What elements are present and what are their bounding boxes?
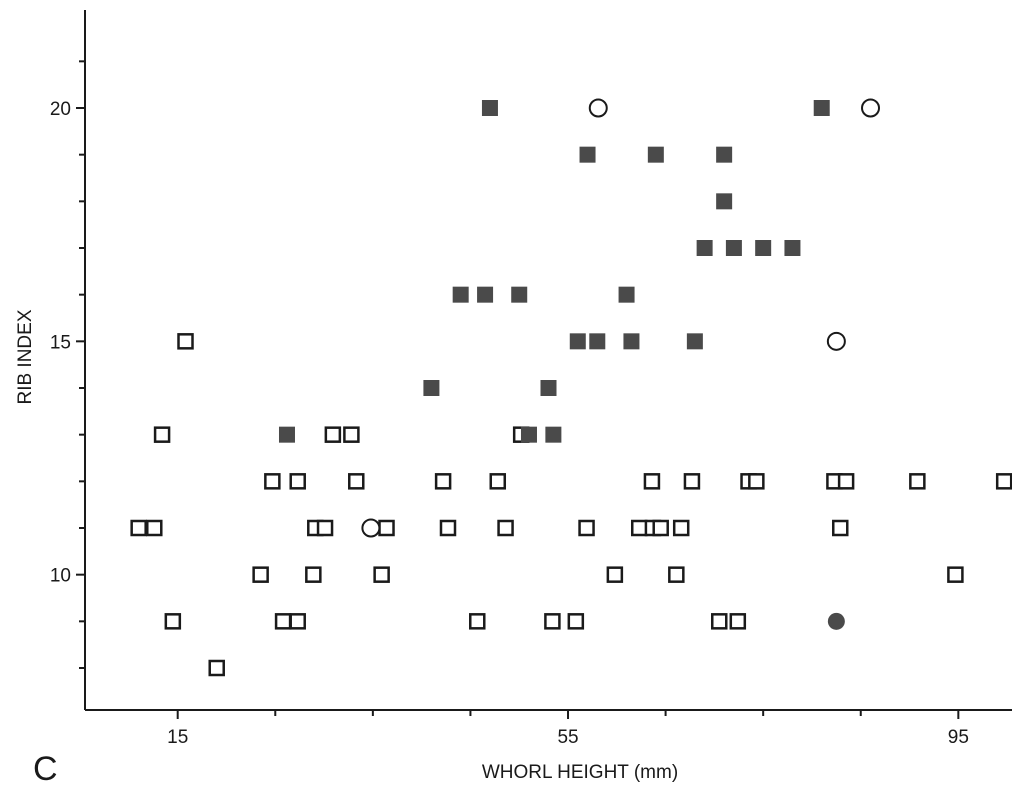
x-tick-label: 55 <box>557 727 578 748</box>
data-point-filled-square <box>278 426 295 443</box>
data-point-open-square <box>837 473 855 490</box>
data-point-open-square <box>578 519 595 537</box>
data-point-filled-square <box>618 286 635 303</box>
data-point-filled-square <box>511 286 528 303</box>
data-point-open-square <box>264 473 281 490</box>
data-point-open-square <box>947 566 964 583</box>
data-point-open-square <box>995 473 1012 490</box>
data-point-filled-square <box>520 426 537 443</box>
y-tick-label: 15 <box>50 332 71 353</box>
x-tick-label: 95 <box>948 727 969 748</box>
data-point-open-square <box>164 613 182 630</box>
data-point-filled-square <box>813 100 830 116</box>
data-point-open-square <box>343 426 360 443</box>
x-tick-label: 15 <box>167 727 188 748</box>
y-tick-label: 20 <box>50 99 71 120</box>
x-axis-title: WHORL HEIGHT (mm) <box>482 762 678 783</box>
data-point-filled-square <box>477 286 494 303</box>
data-point-open-square <box>643 473 661 490</box>
data-point-open-square <box>289 613 306 630</box>
data-point-open-square <box>729 613 747 630</box>
data-point-open-square <box>274 613 292 630</box>
data-point-open-square <box>373 566 390 583</box>
data-point-open-square <box>146 519 163 537</box>
data-point-open-square <box>630 519 648 537</box>
data-point-open-square <box>683 473 701 490</box>
data-point-filled-square <box>423 380 440 396</box>
data-point-open-square <box>748 473 765 490</box>
data-point-open-square <box>489 473 507 490</box>
data-point-open-square <box>324 426 342 443</box>
data-point-filled-square <box>452 286 469 303</box>
data-point-open-square <box>316 519 334 537</box>
data-point-filled-square <box>686 333 703 350</box>
data-point-filled-square <box>647 146 664 163</box>
data-point-open-square <box>348 473 365 490</box>
data-point-filled-square <box>725 240 742 256</box>
panel-label: C <box>33 750 58 787</box>
data-point-filled-square <box>545 426 562 443</box>
tick-labels: 10 15 20 15 55 95 <box>50 99 969 748</box>
data-point-filled-circle <box>827 612 845 630</box>
data-point-open-square <box>439 519 457 537</box>
y-axis-title: RIB INDEX <box>15 309 36 404</box>
axes <box>76 10 1012 719</box>
data-point-open-square <box>832 519 849 537</box>
data-point-open-square <box>672 519 690 537</box>
data-point-open-square <box>177 333 194 350</box>
data-point-filled-square <box>579 146 596 163</box>
data-point-filled-square <box>540 380 557 396</box>
data-point-open-square <box>567 613 585 630</box>
data-point-open-square <box>252 566 269 583</box>
data-point-open-square <box>153 426 171 443</box>
data-point-open-square <box>434 473 452 490</box>
data-point-open-circle <box>826 331 846 351</box>
data-point-open-square <box>652 519 669 537</box>
data-point-filled-square <box>569 333 586 350</box>
data-point-open-square <box>208 659 225 677</box>
data-point-open-square <box>305 566 322 583</box>
data-point-open-square <box>909 473 926 490</box>
data-point-filled-square <box>623 333 640 350</box>
data-point-filled-square <box>755 240 772 256</box>
data-point-open-square <box>130 519 147 537</box>
data-point-filled-square <box>784 240 801 256</box>
data-point-filled-square <box>716 146 733 163</box>
data-point-filled-square <box>589 333 606 350</box>
data-point-filled-square <box>481 100 498 116</box>
data-point-open-circle <box>861 98 881 118</box>
data-point-open-square <box>668 566 685 583</box>
data-point-open-square <box>469 613 486 630</box>
data-point-open-square <box>497 519 514 537</box>
y-tick-label: 10 <box>50 566 71 587</box>
data-point-filled-square <box>696 240 713 256</box>
data-point-open-circle <box>588 98 608 118</box>
data-points <box>130 98 1012 677</box>
data-point-open-square <box>378 519 395 537</box>
data-point-open-square <box>289 473 306 490</box>
data-point-open-square <box>711 613 728 630</box>
data-point-open-square <box>544 613 561 630</box>
data-point-open-circle <box>361 518 381 538</box>
data-point-open-square <box>606 566 624 583</box>
data-point-filled-square <box>716 193 733 210</box>
